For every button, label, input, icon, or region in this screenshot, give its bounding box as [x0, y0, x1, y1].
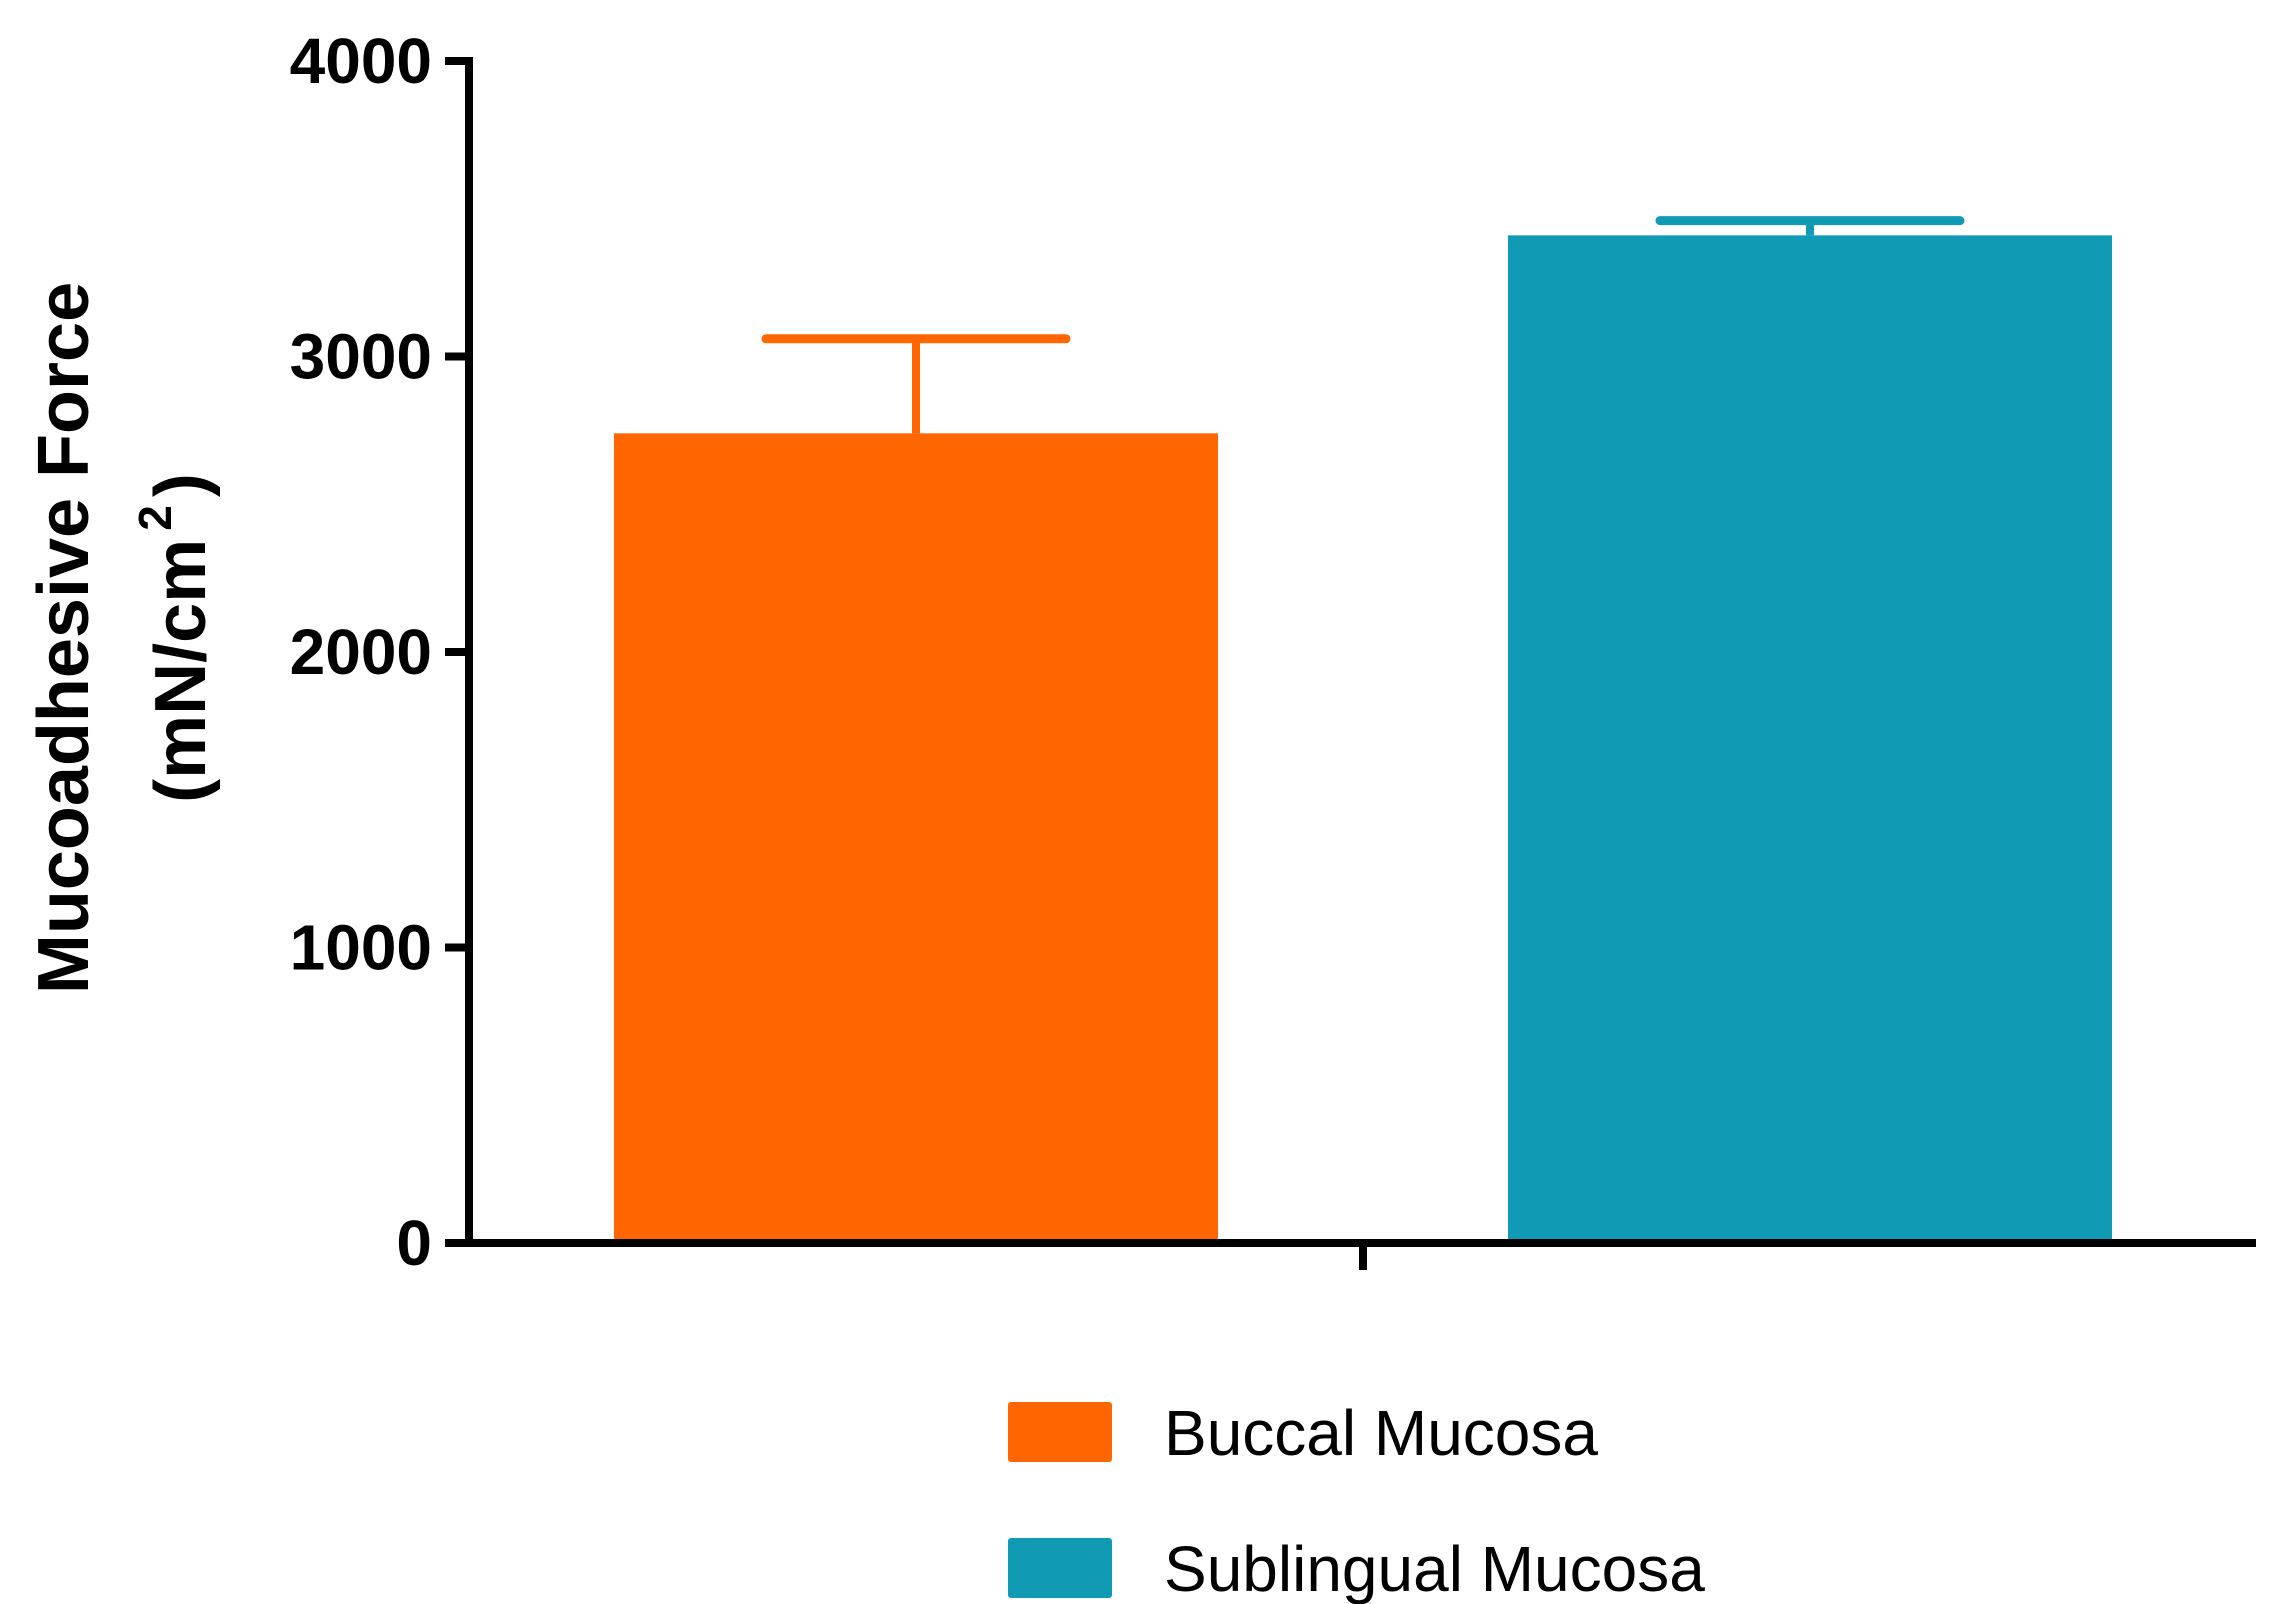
bars	[614, 235, 2112, 1240]
y-tick-label: 1000	[290, 912, 432, 984]
y-tick-label: 3000	[290, 321, 432, 393]
y-axis-unit: (mN/cm 2)	[129, 473, 221, 803]
y-axis-unit-close: )	[141, 473, 221, 497]
legend-label: Buccal Mucosa	[1164, 1397, 1598, 1469]
y-tick-label: 4000	[290, 25, 432, 97]
legend-swatch	[1008, 1402, 1112, 1462]
y-axis-ticks: 0 1000 2000 3000 4000	[290, 25, 469, 1279]
y-tick-label: 2000	[290, 616, 432, 688]
legend: Buccal Mucosa Sublingual Mucosa	[1008, 1397, 1705, 1604]
y-tick-label: 0	[396, 1207, 432, 1279]
legend-swatch	[1008, 1538, 1112, 1598]
bar-sublingual-mucosa	[1508, 235, 2112, 1240]
svg-text:(mN/cm2): (mN/cm 2)	[129, 473, 221, 803]
error-bars	[761, 216, 1965, 434]
y-axis-title-line1: Mucoadhesive Force	[24, 282, 104, 994]
legend-label: Sublingual Mucosa	[1164, 1533, 1705, 1604]
y-axis-unit-superscript: 2	[129, 505, 181, 531]
bar-buccal-mucosa	[614, 433, 1218, 1240]
y-axis-title: Mucoadhesive Force	[24, 282, 104, 994]
y-axis-unit-text: (mN/cm	[141, 539, 221, 803]
